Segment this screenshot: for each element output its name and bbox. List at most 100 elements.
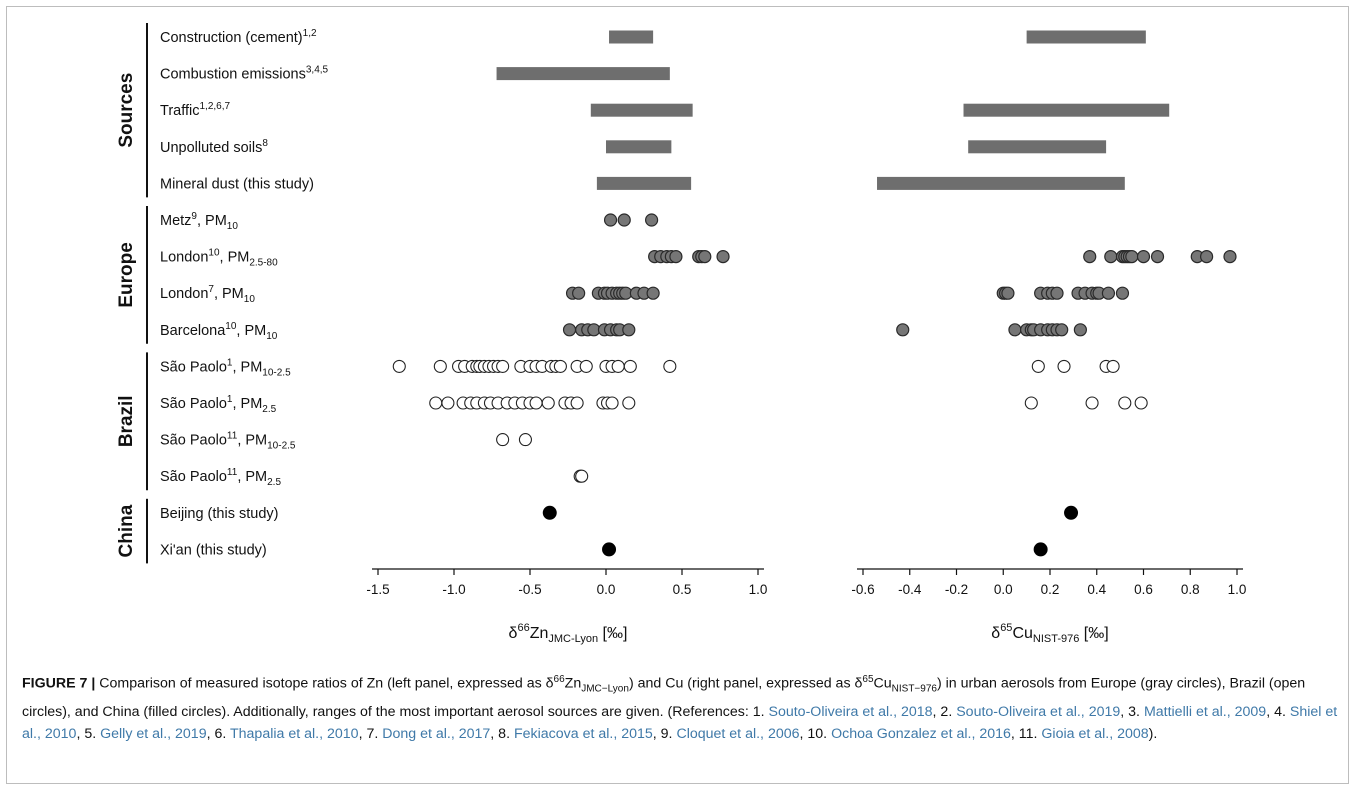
row-label-name: Unpolluted soils (160, 140, 262, 156)
caption-reference-separator: , 5. (76, 725, 101, 742)
cu-range-bar (968, 140, 1107, 154)
row-label-pm-size: 10-2.5 (267, 441, 296, 452)
cu-tick-label: 0.2 (1041, 582, 1060, 597)
cu-data-point (1104, 250, 1118, 264)
cu-data-point (1033, 542, 1048, 557)
row-label-name: São Paolo (160, 396, 227, 412)
figure-caption: FIGURE 7 | Comparison of measured isotop… (22, 669, 1340, 745)
caption-reference-link[interactable]: Souto-Oliveira et al., 2019 (956, 703, 1121, 720)
row-label-reference: 1 (227, 357, 233, 368)
caption-reference-link[interactable]: Shiel et al., 2010 (22, 703, 1338, 742)
caption-reference-link[interactable]: Souto-Oliveira et al., 2018 (768, 703, 933, 720)
row-label-pm-size: 10-2.5 (262, 367, 291, 378)
row-label-reference: 9 (191, 211, 197, 222)
caption-reference-link[interactable]: Gelly et al., 2019 (100, 725, 207, 742)
caption-references: Souto-Oliveira et al., 2018, 2. Souto-Ol… (22, 704, 1337, 742)
cu-data-point (1055, 323, 1069, 337)
isotope-chart: Sources Europe Brazil China Construction (ce… (116, 23, 1247, 645)
row-label-pm: , PM (232, 396, 262, 412)
caption-reference-link[interactable]: Ochoa Gonzalez et al., 2016 (831, 725, 1011, 742)
cu-tick-label: -0.6 (851, 582, 874, 597)
zn-tick-label: 0.0 (597, 582, 616, 597)
caption-reference-link[interactable]: Thapalia et al., 2010 (229, 725, 359, 742)
zn-tick-label: -1.5 (366, 582, 389, 597)
row-label-reference: 1,2,6,7 (199, 101, 230, 112)
cu-data-point (1057, 359, 1071, 373)
cu-data-point (1106, 359, 1120, 373)
row-label-reference: 11 (227, 431, 238, 442)
row-label-reference: 1 (227, 394, 233, 405)
row-label-reference: 3,4,5 (306, 65, 329, 76)
cu-tick-label: 1.0 (1228, 582, 1247, 597)
caption-reference-link[interactable]: Gioia et al., 2008 (1041, 725, 1149, 742)
caption-zn-mass: 66 (553, 674, 565, 685)
zn-axis-title-delta: δ (509, 625, 518, 642)
row-label-reference: 10 (208, 248, 220, 259)
zn-axis-title-unit: [‰] (598, 625, 627, 642)
cu-axis-title-unit: [‰] (1079, 625, 1108, 642)
row-label-name: São Paolo (160, 359, 227, 375)
zn-data-point (644, 213, 659, 227)
cu-tick-label: 0.6 (1134, 582, 1153, 597)
group-label-europe: Europe (116, 242, 137, 307)
cu-tick-label: 0.4 (1087, 582, 1106, 597)
caption-reference-separator: , 8. (490, 725, 514, 742)
caption-reference-separator: , 7. (358, 725, 383, 742)
row-label: Barcelona10, PM10 (160, 321, 278, 342)
zn-data-point (716, 250, 730, 264)
zn-data-point (617, 213, 631, 227)
row-label-reference: 10 (225, 321, 237, 332)
cu-data-point (1134, 396, 1148, 410)
caption-reference-separator: , 11. (1010, 725, 1042, 742)
zn-tick-label: -1.0 (442, 582, 465, 597)
zn-data-point (669, 250, 683, 264)
cu-data-point (1223, 250, 1237, 264)
zn-data-point (496, 359, 510, 373)
zn-tick-label: -0.5 (518, 582, 541, 597)
cu-axis-title-standard: NIST-976 (1033, 633, 1079, 645)
row-label: Construction (cement)1,2 (160, 28, 317, 46)
zn-data-point (429, 396, 443, 410)
row-label: London7, PM10 (160, 284, 255, 305)
caption-reference-link[interactable]: Fekiacova et al., 2015 (513, 725, 653, 742)
zn-range-bar (590, 103, 693, 117)
row-label-name: Construction (cement) (160, 30, 303, 46)
caption-reference-separator: , 3. (1120, 703, 1144, 720)
caption-reference-link[interactable]: Cloquet et al., 2006 (676, 725, 800, 742)
cu-data-point (1083, 250, 1097, 264)
zn-axis-title-element: Zn (530, 625, 549, 642)
row-label-name: Traffic (160, 103, 199, 119)
row-label-pm: , PM (237, 433, 267, 449)
cu-axis-title-delta: δ (991, 625, 1000, 642)
cu-axis-title-mass: 65 (1000, 622, 1012, 634)
cu-data-point (1101, 286, 1116, 300)
caption-reference-link[interactable]: Mattielli et al., 2009 (1143, 703, 1267, 720)
row-label-pm-size: 10 (244, 294, 256, 305)
zn-data-point (562, 323, 577, 337)
row-label-reference: 11 (227, 467, 238, 478)
row-label-pm: , PM (220, 250, 250, 266)
row-label: São Paolo1, PM10-2.5 (160, 357, 291, 378)
zn-data-point (433, 359, 447, 373)
row-label-name: London (160, 250, 208, 266)
cu-data-point (1064, 505, 1079, 520)
row-label: Unpolluted soils8 (160, 138, 268, 156)
zn-axis-title-standard: JMC-Lyon (548, 633, 598, 645)
zn-data-point (541, 396, 555, 410)
caption-zn: Zn (564, 675, 582, 692)
cu-data-point (1024, 396, 1038, 410)
cu-data-point (1150, 250, 1165, 264)
cu-data-point (1031, 359, 1045, 373)
group-label-brazil: Brazil (116, 395, 137, 447)
row-label-name: Combustion emissions (160, 67, 306, 83)
zn-data-point (622, 323, 636, 337)
caption-reference-link[interactable]: Dong et al., 2017 (382, 725, 491, 742)
group-label-sources: Sources (116, 73, 137, 148)
row-label-name: São Paolo (160, 433, 227, 449)
row-label-pm-size: 2.5-80 (249, 258, 278, 269)
row-label: Traffic1,2,6,7 (160, 101, 231, 119)
zn-data-point (646, 286, 660, 300)
row-label-name: Mineral dust (this study) (160, 176, 314, 192)
zn-data-point (518, 433, 532, 447)
zn-range-bar (496, 67, 670, 81)
